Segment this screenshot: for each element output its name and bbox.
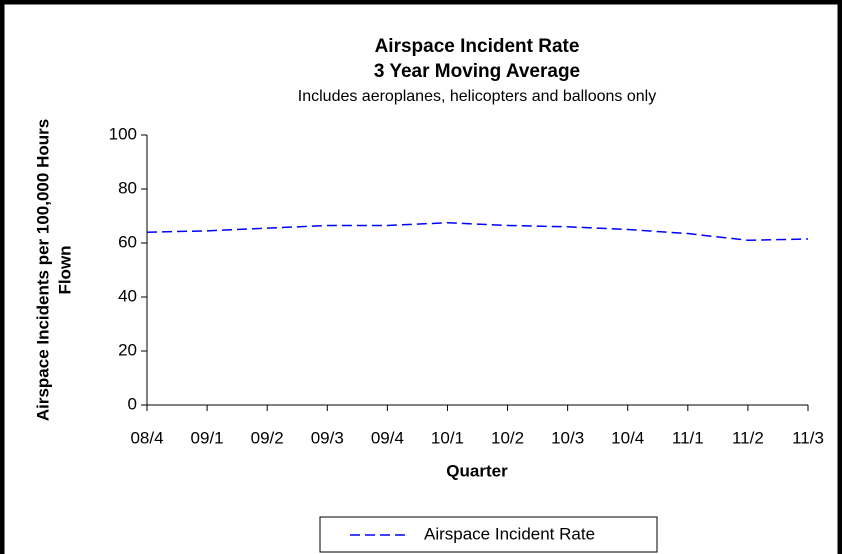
x-tick-label: 11/1 (672, 428, 704, 447)
y-tick-label: 60 (118, 232, 137, 251)
y-axis-label: Flown (55, 245, 74, 294)
x-tick-label: 10/2 (491, 428, 524, 447)
x-axis-label: Quarter (446, 461, 508, 480)
y-tick-label: 20 (118, 340, 137, 359)
y-tick-label: 40 (118, 286, 137, 305)
x-tick-label: 09/1 (191, 428, 224, 447)
x-tick-label: 11/3 (792, 428, 824, 447)
legend-label: Airspace Incident Rate (424, 524, 595, 543)
y-axis-label: Airspace Incidents per 100,000 Hours (33, 119, 52, 421)
x-tick-label: 10/3 (551, 428, 584, 447)
x-tick-label: 10/1 (431, 428, 464, 447)
chart-title: Airspace Incident Rate (375, 36, 580, 57)
chart-subtitle: Includes aeroplanes, helicopters and bal… (298, 88, 656, 105)
x-tick-label: 09/2 (251, 428, 284, 447)
x-tick-label: 09/4 (371, 428, 404, 447)
y-tick-label: 80 (118, 178, 137, 197)
x-tick-label: 08/4 (130, 428, 163, 447)
x-tick-label: 11/2 (732, 428, 764, 447)
y-tick-label: 100 (109, 124, 137, 143)
y-tick-label: 0 (128, 394, 137, 413)
legend-box (319, 516, 658, 553)
x-tick-label: 09/3 (311, 428, 344, 447)
chart-subtitle-bold: 3 Year Moving Average (374, 61, 580, 82)
x-tick-label: 10/4 (611, 428, 644, 447)
data-line (146, 221, 809, 242)
